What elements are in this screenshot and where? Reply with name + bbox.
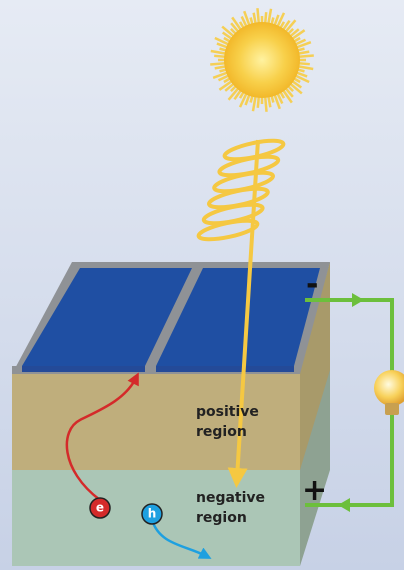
region-label: region (196, 424, 247, 440)
solar-cell-diagram: e h positive region negative region - + (0, 0, 404, 570)
negative-terminal: - (306, 267, 318, 302)
region-label: positive (196, 404, 259, 420)
sun-disc (224, 22, 300, 98)
hole-label: h (148, 507, 157, 521)
positive-terminal: + (302, 473, 327, 508)
electron-label: e (96, 501, 104, 515)
region-label: region (196, 510, 247, 526)
panel-edge (22, 366, 145, 372)
bulb-base (385, 403, 399, 415)
region-label: negative (196, 490, 265, 506)
panel-edge (156, 366, 294, 372)
